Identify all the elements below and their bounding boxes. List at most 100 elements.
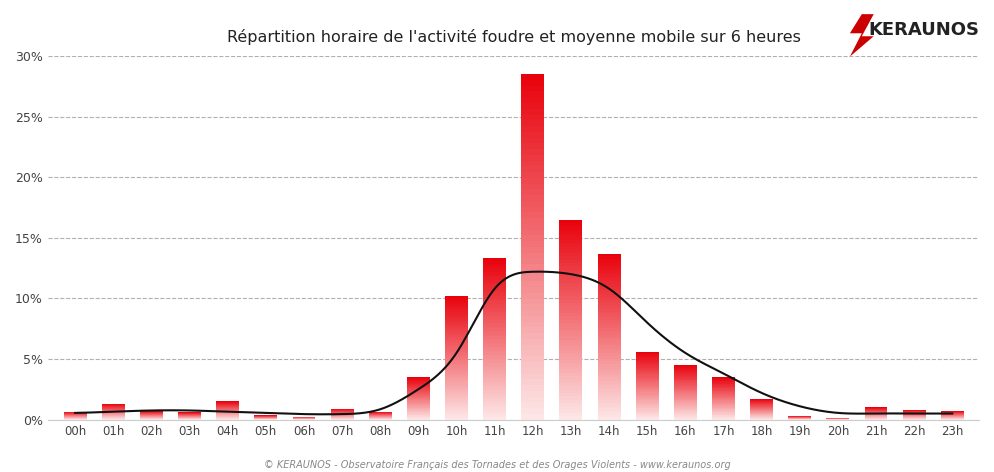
Bar: [521, 241, 545, 247]
Bar: [636, 416, 659, 417]
Bar: [674, 371, 697, 372]
Bar: [521, 379, 545, 385]
Bar: [597, 273, 620, 276]
Bar: [674, 416, 697, 417]
Bar: [597, 406, 620, 408]
Bar: [636, 386, 659, 387]
Bar: [674, 373, 697, 374]
Bar: [636, 370, 659, 371]
Bar: [521, 92, 545, 97]
Bar: [560, 246, 582, 250]
Bar: [712, 384, 735, 385]
Bar: [597, 362, 620, 364]
Bar: [560, 316, 582, 320]
Bar: [407, 382, 429, 383]
Bar: [560, 226, 582, 229]
Bar: [445, 399, 468, 401]
Bar: [521, 155, 545, 160]
Bar: [445, 323, 468, 325]
Bar: [445, 352, 468, 354]
Bar: [597, 253, 620, 256]
Bar: [636, 391, 659, 392]
Bar: [712, 386, 735, 387]
Bar: [521, 212, 545, 218]
Bar: [674, 418, 697, 419]
Bar: [407, 419, 429, 420]
Bar: [560, 240, 582, 243]
Bar: [483, 312, 506, 315]
Bar: [521, 345, 545, 351]
Bar: [483, 339, 506, 342]
Bar: [407, 379, 429, 380]
Bar: [560, 320, 582, 323]
Bar: [712, 403, 735, 404]
Bar: [636, 409, 659, 411]
Bar: [560, 373, 582, 376]
Bar: [445, 382, 468, 385]
Bar: [445, 370, 468, 372]
Bar: [560, 383, 582, 386]
Bar: [712, 406, 735, 407]
Bar: [445, 413, 468, 415]
Bar: [636, 363, 659, 364]
Bar: [560, 313, 582, 316]
Bar: [597, 345, 620, 348]
Bar: [674, 393, 697, 394]
Bar: [407, 397, 429, 398]
Bar: [483, 382, 506, 385]
Bar: [407, 400, 429, 401]
Bar: [445, 319, 468, 320]
Bar: [674, 395, 697, 396]
Bar: [445, 372, 468, 374]
Bar: [483, 353, 506, 355]
Bar: [674, 405, 697, 406]
Bar: [521, 97, 545, 103]
Bar: [521, 385, 545, 391]
Bar: [712, 397, 735, 398]
Bar: [597, 262, 620, 265]
Bar: [560, 303, 582, 306]
Bar: [560, 396, 582, 400]
Bar: [712, 419, 735, 420]
Bar: [674, 375, 697, 376]
Bar: [560, 339, 582, 343]
Bar: [712, 398, 735, 399]
Bar: [445, 327, 468, 329]
Bar: [560, 376, 582, 379]
Bar: [407, 417, 429, 418]
Bar: [674, 411, 697, 412]
Bar: [597, 317, 620, 320]
Bar: [597, 278, 620, 281]
Bar: [521, 408, 545, 414]
Bar: [445, 405, 468, 407]
Bar: [597, 320, 620, 323]
Bar: [712, 402, 735, 403]
Bar: [445, 393, 468, 395]
Bar: [407, 378, 429, 379]
Bar: [597, 389, 620, 392]
Bar: [407, 403, 429, 404]
Bar: [674, 412, 697, 413]
Bar: [521, 166, 545, 172]
Bar: [674, 366, 697, 367]
Bar: [407, 380, 429, 381]
Bar: [597, 408, 620, 411]
Bar: [521, 328, 545, 333]
Bar: [636, 385, 659, 386]
Bar: [560, 310, 582, 313]
Text: KERAUNOS: KERAUNOS: [868, 21, 979, 39]
Bar: [597, 265, 620, 268]
Bar: [674, 383, 697, 384]
Bar: [597, 312, 620, 314]
Bar: [445, 296, 468, 298]
Bar: [674, 365, 697, 366]
Bar: [712, 408, 735, 409]
Bar: [597, 259, 620, 262]
Bar: [521, 270, 545, 276]
Bar: [597, 375, 620, 378]
Bar: [636, 394, 659, 395]
Bar: [560, 356, 582, 360]
Bar: [636, 419, 659, 420]
Bar: [521, 184, 545, 189]
Bar: [521, 172, 545, 178]
